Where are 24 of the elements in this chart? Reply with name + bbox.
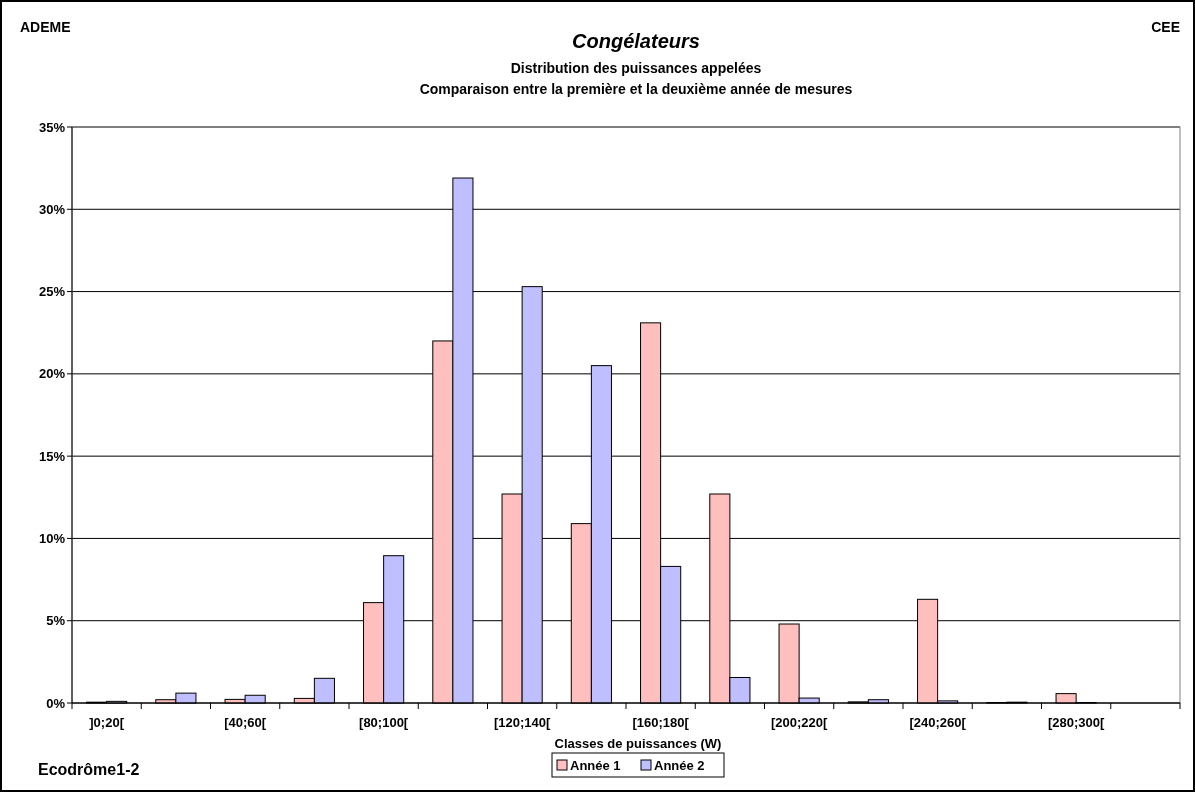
y-tick-label: 5% — [46, 613, 66, 629]
legend-label: Année 2 — [654, 757, 705, 773]
x-tick-label: [160;180[ — [632, 715, 690, 730]
legend-label: Année 1 — [570, 757, 621, 773]
x-tick-label: ]0;20[ — [89, 715, 125, 730]
y-tick-label: 15% — [38, 448, 66, 464]
x-tick-label: [200;220[ — [770, 715, 828, 730]
text: Ecodrôme1-2 — [38, 761, 140, 778]
y-tick-label: 10% — [38, 530, 66, 546]
text: ADEME — [20, 19, 71, 35]
x-axis-title: Classes de puissances (W) — [554, 736, 722, 751]
chart-title: Congélateurs — [572, 30, 700, 52]
y-tick-label: 30% — [38, 201, 66, 217]
x-tick-label: [120;140[ — [493, 715, 551, 730]
y-tick-label: 20% — [38, 366, 66, 382]
x-tick-label: [80;100[ — [359, 715, 409, 730]
text: CEE — [1151, 19, 1180, 35]
x-tick-label: [240;260[ — [909, 715, 967, 730]
chart-subtitle: Distribution des puissances appelées Comparaison entre la première et la deuxième année de mesures — [419, 60, 853, 97]
y-tick-label: 25% — [38, 284, 66, 300]
y-tick-label: 0% — [46, 695, 66, 711]
x-tick-label: [280;300[ — [1047, 715, 1105, 730]
x-tick-label: [40;60[ — [224, 715, 267, 730]
y-tick-label: 35% — [38, 119, 66, 135]
